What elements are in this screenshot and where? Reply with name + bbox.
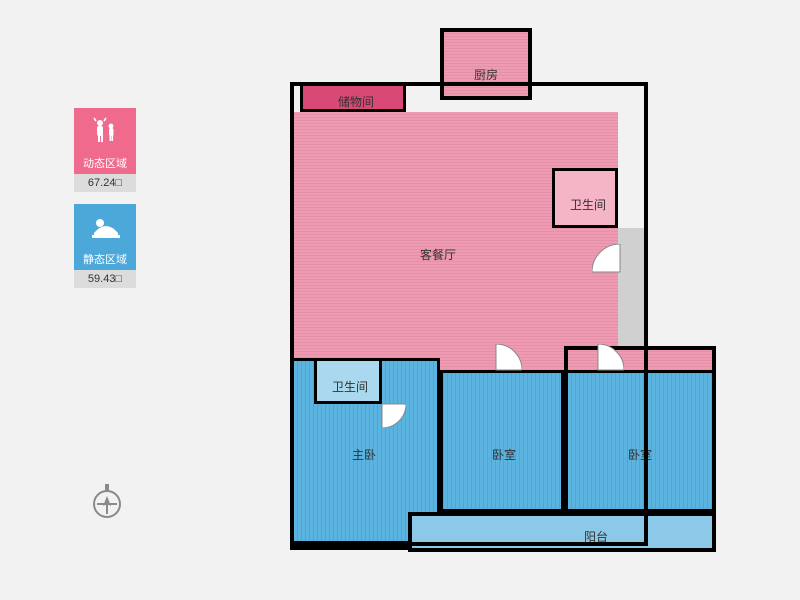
floor-plan: 客餐厅储物间厨房卫生间主卧卧室卧室卫生间阳台 [268, 28, 746, 578]
legend-active: 动态区域67.24□ [74, 108, 136, 192]
legend-static: 静态区域59.43□ [74, 204, 136, 288]
door-arc-2 [572, 344, 598, 370]
legend-label: 静态区域 [74, 250, 136, 270]
door-arc-0 [592, 244, 620, 272]
door-arc-3 [358, 380, 382, 404]
outer-wall-4 [290, 544, 408, 550]
door-arc-1 [470, 344, 496, 370]
outer-wall-3 [408, 512, 716, 552]
legend-value: 67.24□ [74, 174, 136, 192]
legend-value: 59.43□ [74, 270, 136, 288]
people-icon [74, 108, 136, 154]
compass-icon [90, 480, 124, 520]
bed-icon [74, 204, 136, 250]
legend-label: 动态区域 [74, 154, 136, 174]
outer-wall-1 [440, 28, 532, 100]
